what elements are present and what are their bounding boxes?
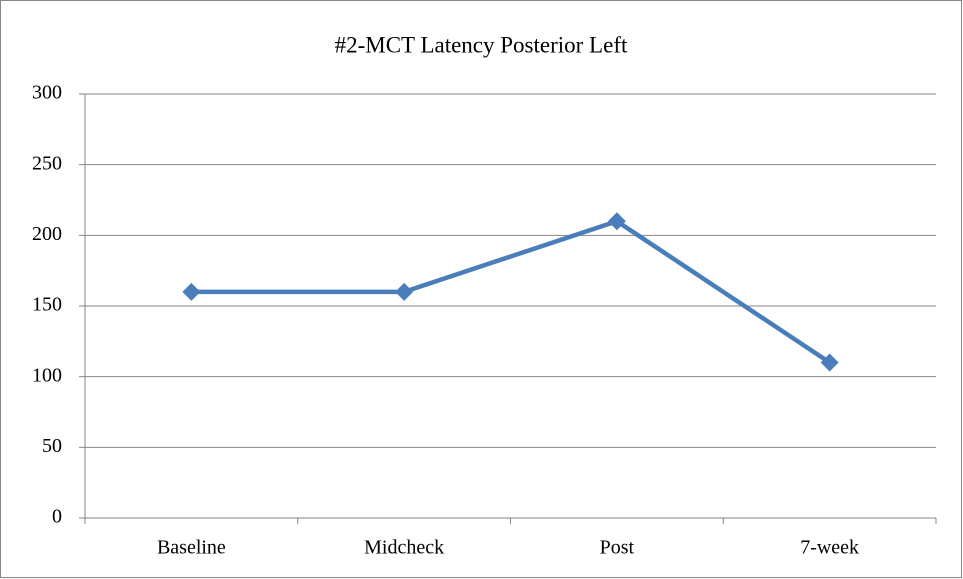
x-tick-label: Post	[600, 537, 635, 559]
marker	[607, 212, 626, 231]
x-tick-label: Baseline	[157, 537, 226, 559]
y-tick-label: 150	[32, 294, 62, 316]
y-tick-label: 0	[52, 506, 62, 528]
x-tick-label: Midcheck	[364, 537, 444, 559]
chart-title: #2-MCT Latency Posterior Left	[335, 32, 628, 57]
y-tick-label: 200	[32, 223, 62, 245]
line	[191, 218, 831, 365]
y-tick-label: 100	[32, 364, 62, 386]
marker	[182, 282, 201, 301]
y-tick-label: 50	[42, 435, 62, 457]
y-tick-label: 300	[32, 82, 62, 104]
marker	[820, 353, 839, 372]
y-tick-label: 250	[32, 152, 62, 174]
x-tick-label: 7-week	[800, 537, 859, 559]
marker	[395, 282, 414, 301]
